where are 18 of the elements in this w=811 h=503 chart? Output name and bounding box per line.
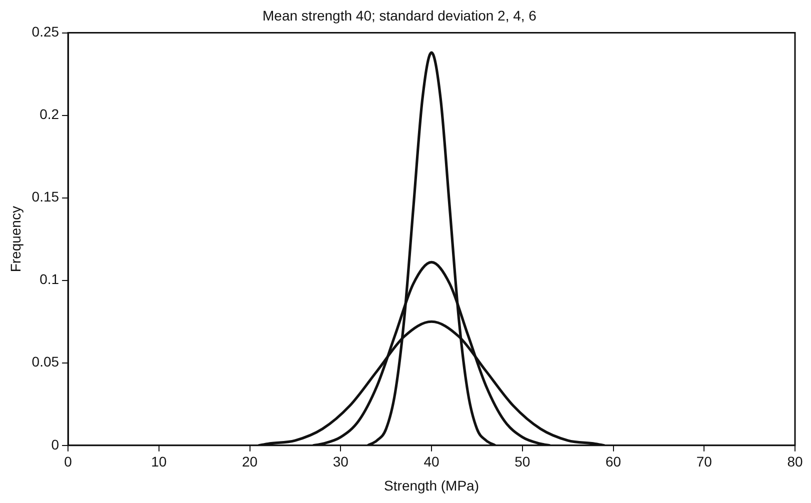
x-tick-label: 60 [605, 454, 622, 470]
y-tick-label: 0 [51, 436, 60, 452]
y-tick-label: 0.2 [40, 106, 60, 122]
chart-title: Mean strength 40; standard deviation 2, 4, 6 [262, 7, 537, 24]
y-tick-label: 0.1 [40, 271, 60, 288]
x-tick-label: 40 [424, 454, 440, 470]
y-tick-label: 0.25 [32, 24, 60, 40]
x-tick-label: 10 [151, 454, 167, 470]
x-tick-label: 0 [64, 454, 72, 470]
y-tick-label: 0.05 [32, 354, 60, 370]
x-tick-label: 80 [787, 454, 803, 470]
x-axis-title: Strength (MPa) [384, 477, 479, 494]
x-tick-label: 20 [242, 454, 258, 470]
x-tick-label: 70 [696, 454, 712, 470]
y-tick-label: 0.15 [32, 188, 60, 205]
x-tick-label: 50 [514, 454, 530, 470]
x-tick-label: 30 [332, 454, 349, 470]
y-axis-title: Frequency [7, 206, 24, 272]
